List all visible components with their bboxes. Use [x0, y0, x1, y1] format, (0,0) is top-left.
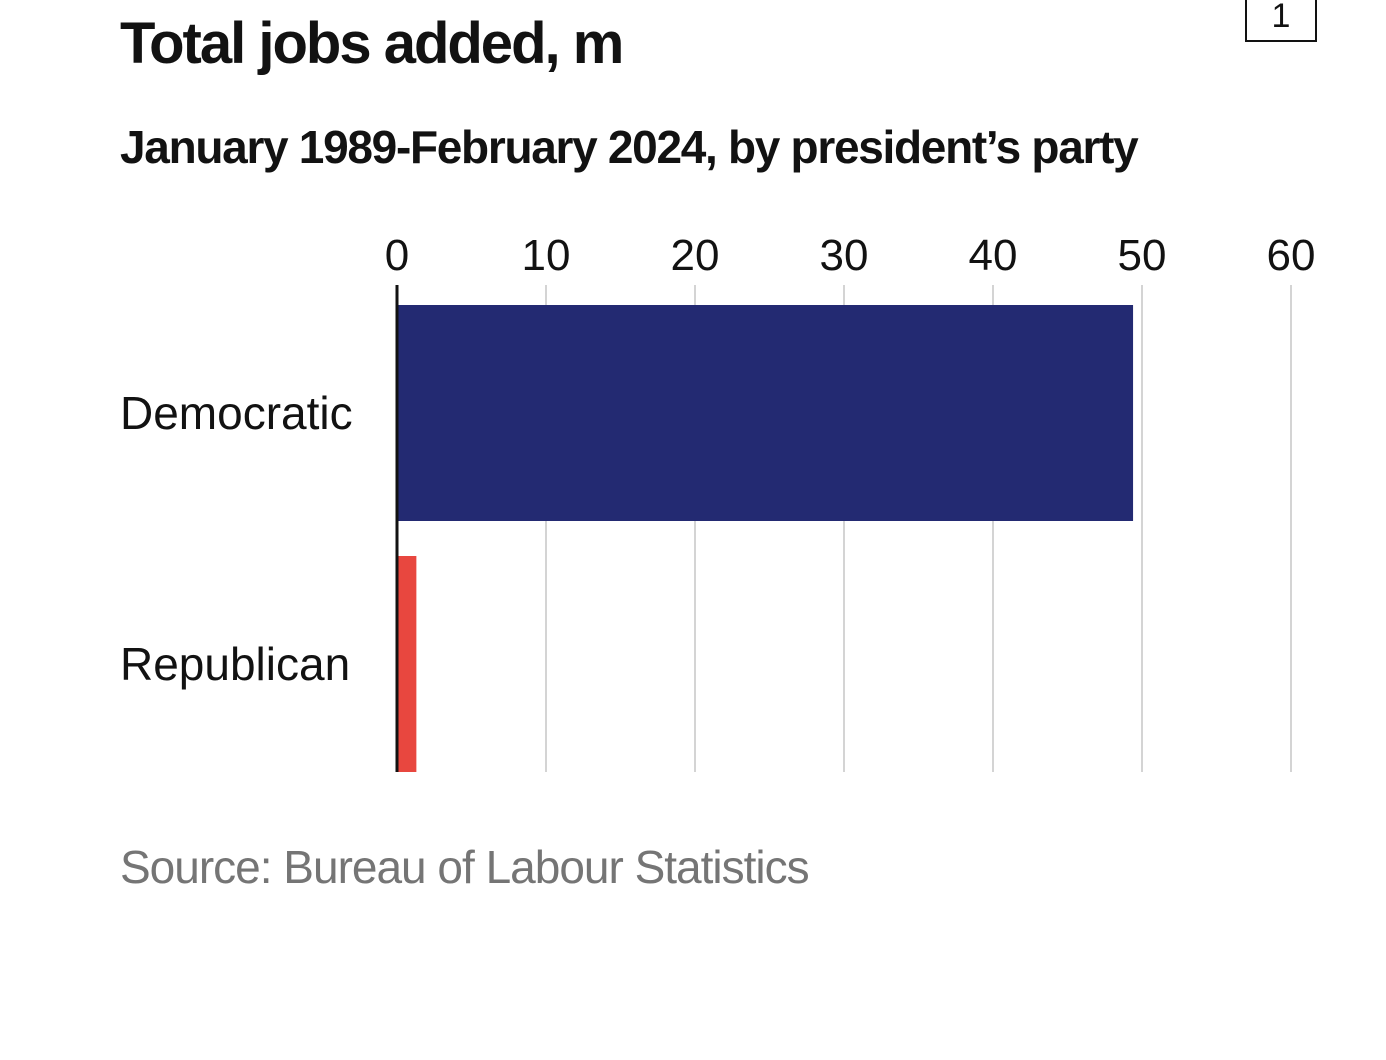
bar-democratic: [397, 305, 1134, 521]
category-label: Democratic: [120, 387, 353, 439]
x-tick-label: 40: [969, 231, 1018, 280]
figure-number-badge: 1: [1245, 0, 1317, 42]
x-tick-label: 20: [671, 231, 720, 280]
x-tick-label: 60: [1267, 231, 1316, 280]
x-tick-label: 50: [1118, 231, 1167, 280]
chart-subtitle: January 1989-February 2024, by president…: [120, 121, 1139, 173]
x-tick-label: 0: [385, 231, 409, 280]
x-tick-label: 30: [820, 231, 869, 280]
category-label: Republican: [120, 638, 350, 690]
bar-republican: [397, 556, 417, 772]
chart-source: Source: Bureau of Labour Statistics: [120, 841, 810, 893]
chart-title: Total jobs added, m: [120, 11, 624, 76]
x-tick-label: 10: [522, 231, 571, 280]
